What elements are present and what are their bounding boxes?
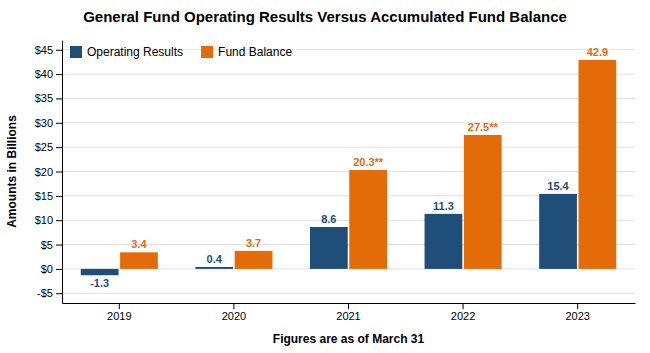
- tick: 2021: [336, 303, 360, 322]
- bar: [235, 251, 273, 269]
- tick: $20: [35, 166, 62, 178]
- x-axis: 2019 2020 2021 2022 2023: [63, 303, 636, 322]
- data-label: 0.4: [207, 253, 223, 265]
- tick-label: -$5: [37, 287, 53, 299]
- x-axis-title: Figures are as of March 31: [273, 332, 425, 346]
- legend: Operating Results Fund Balance: [70, 45, 292, 59]
- tick-mark: [348, 303, 349, 309]
- y-axis: -$5 $0 $5 $10 $15 $20 $25 $30 $35 $40 $45: [35, 41, 63, 304]
- tick-label: $10: [35, 214, 53, 226]
- tick-mark: [577, 303, 578, 309]
- grid-line: [62, 98, 635, 99]
- bar: [539, 194, 577, 269]
- tick: $30: [35, 117, 62, 129]
- plot: -1.3 0.4 8.6 11.3 15.4 3.4 3.7 20.3** 27.5** 42.9…: [35, 41, 636, 322]
- bar: [195, 267, 233, 269]
- bar: [120, 252, 158, 269]
- tick: $5: [41, 239, 62, 251]
- bar: [310, 227, 348, 269]
- tick-label: $15: [35, 190, 53, 202]
- tick: $45: [35, 44, 62, 56]
- grid-line: [62, 122, 635, 123]
- tick: 2023: [565, 303, 589, 322]
- bar: [425, 214, 463, 269]
- tick: $35: [35, 92, 62, 104]
- tick-label: $0: [41, 263, 53, 275]
- tick-label: 2023: [565, 310, 589, 322]
- tick-label: $5: [41, 239, 53, 251]
- data-label: 8.6: [321, 213, 336, 225]
- chart: General Fund Operating Results Versus Ac…: [0, 0, 650, 353]
- tick: -$5: [37, 287, 62, 299]
- tick-mark: [56, 220, 62, 221]
- grid-line: [62, 74, 635, 75]
- tick-label: $30: [35, 117, 53, 129]
- grid-line: [62, 171, 635, 172]
- tick-label: $25: [35, 141, 53, 153]
- data-label: 27.5**: [468, 121, 499, 133]
- bar: [578, 60, 616, 269]
- tick-mark: [56, 196, 62, 197]
- tick-mark: [56, 293, 62, 294]
- data-label: -1.3: [90, 277, 109, 289]
- tick-mark: [56, 74, 62, 75]
- tick-mark: [56, 245, 62, 246]
- axis-line: [62, 41, 63, 304]
- tick: $15: [35, 190, 62, 202]
- tick-mark: [233, 303, 234, 309]
- bar: [464, 135, 502, 269]
- tick-label: $35: [35, 92, 53, 104]
- tick-mark: [119, 303, 120, 309]
- tick: $0: [41, 263, 62, 275]
- legend-swatch: [70, 46, 82, 58]
- legend-item: Fund Balance: [201, 45, 292, 59]
- data-label: 42.9: [587, 46, 608, 58]
- tick-label: $40: [35, 68, 53, 80]
- tick: $40: [35, 68, 62, 80]
- tick-label: 2020: [222, 310, 246, 322]
- legend-swatch: [201, 46, 213, 58]
- y-axis-title: Amounts in Billions: [5, 115, 19, 228]
- tick-mark: [56, 147, 62, 148]
- tick: 2022: [451, 303, 475, 322]
- tick: $10: [35, 214, 62, 226]
- tick-mark: [56, 269, 62, 270]
- tick-mark: [463, 303, 464, 309]
- data-labels: -1.3 0.4 8.6 11.3 15.4 3.4 3.7 20.3** 27.5** 42.9: [90, 46, 608, 289]
- data-label: 20.3**: [353, 156, 384, 168]
- tick-label: $45: [35, 44, 53, 56]
- tick-label: 2021: [336, 310, 360, 322]
- data-label: 15.4: [547, 180, 569, 192]
- data-label: 3.4: [131, 238, 147, 250]
- data-label: 3.7: [246, 237, 261, 249]
- legend-label: Operating Results: [87, 45, 183, 59]
- tick-label: 2022: [451, 310, 475, 322]
- grid: [62, 50, 635, 294]
- tick-label: $20: [35, 166, 53, 178]
- tick-mark: [56, 50, 62, 51]
- grid-line: [62, 293, 635, 294]
- tick: 2019: [107, 303, 131, 322]
- bar: [81, 269, 119, 275]
- grid-line: [62, 147, 635, 148]
- bars: [81, 60, 616, 275]
- tick-mark: [56, 123, 62, 124]
- tick-mark: [56, 98, 62, 99]
- title: General Fund Operating Results Versus Ac…: [83, 8, 567, 25]
- legend-label: Fund Balance: [218, 45, 292, 59]
- tick: 2020: [222, 303, 246, 322]
- tick-mark: [56, 172, 62, 173]
- tick-label: 2019: [107, 310, 131, 322]
- bar: [349, 170, 387, 269]
- legend-item: Operating Results: [70, 45, 183, 59]
- tick: $25: [35, 141, 62, 153]
- data-label: 11.3: [433, 200, 454, 212]
